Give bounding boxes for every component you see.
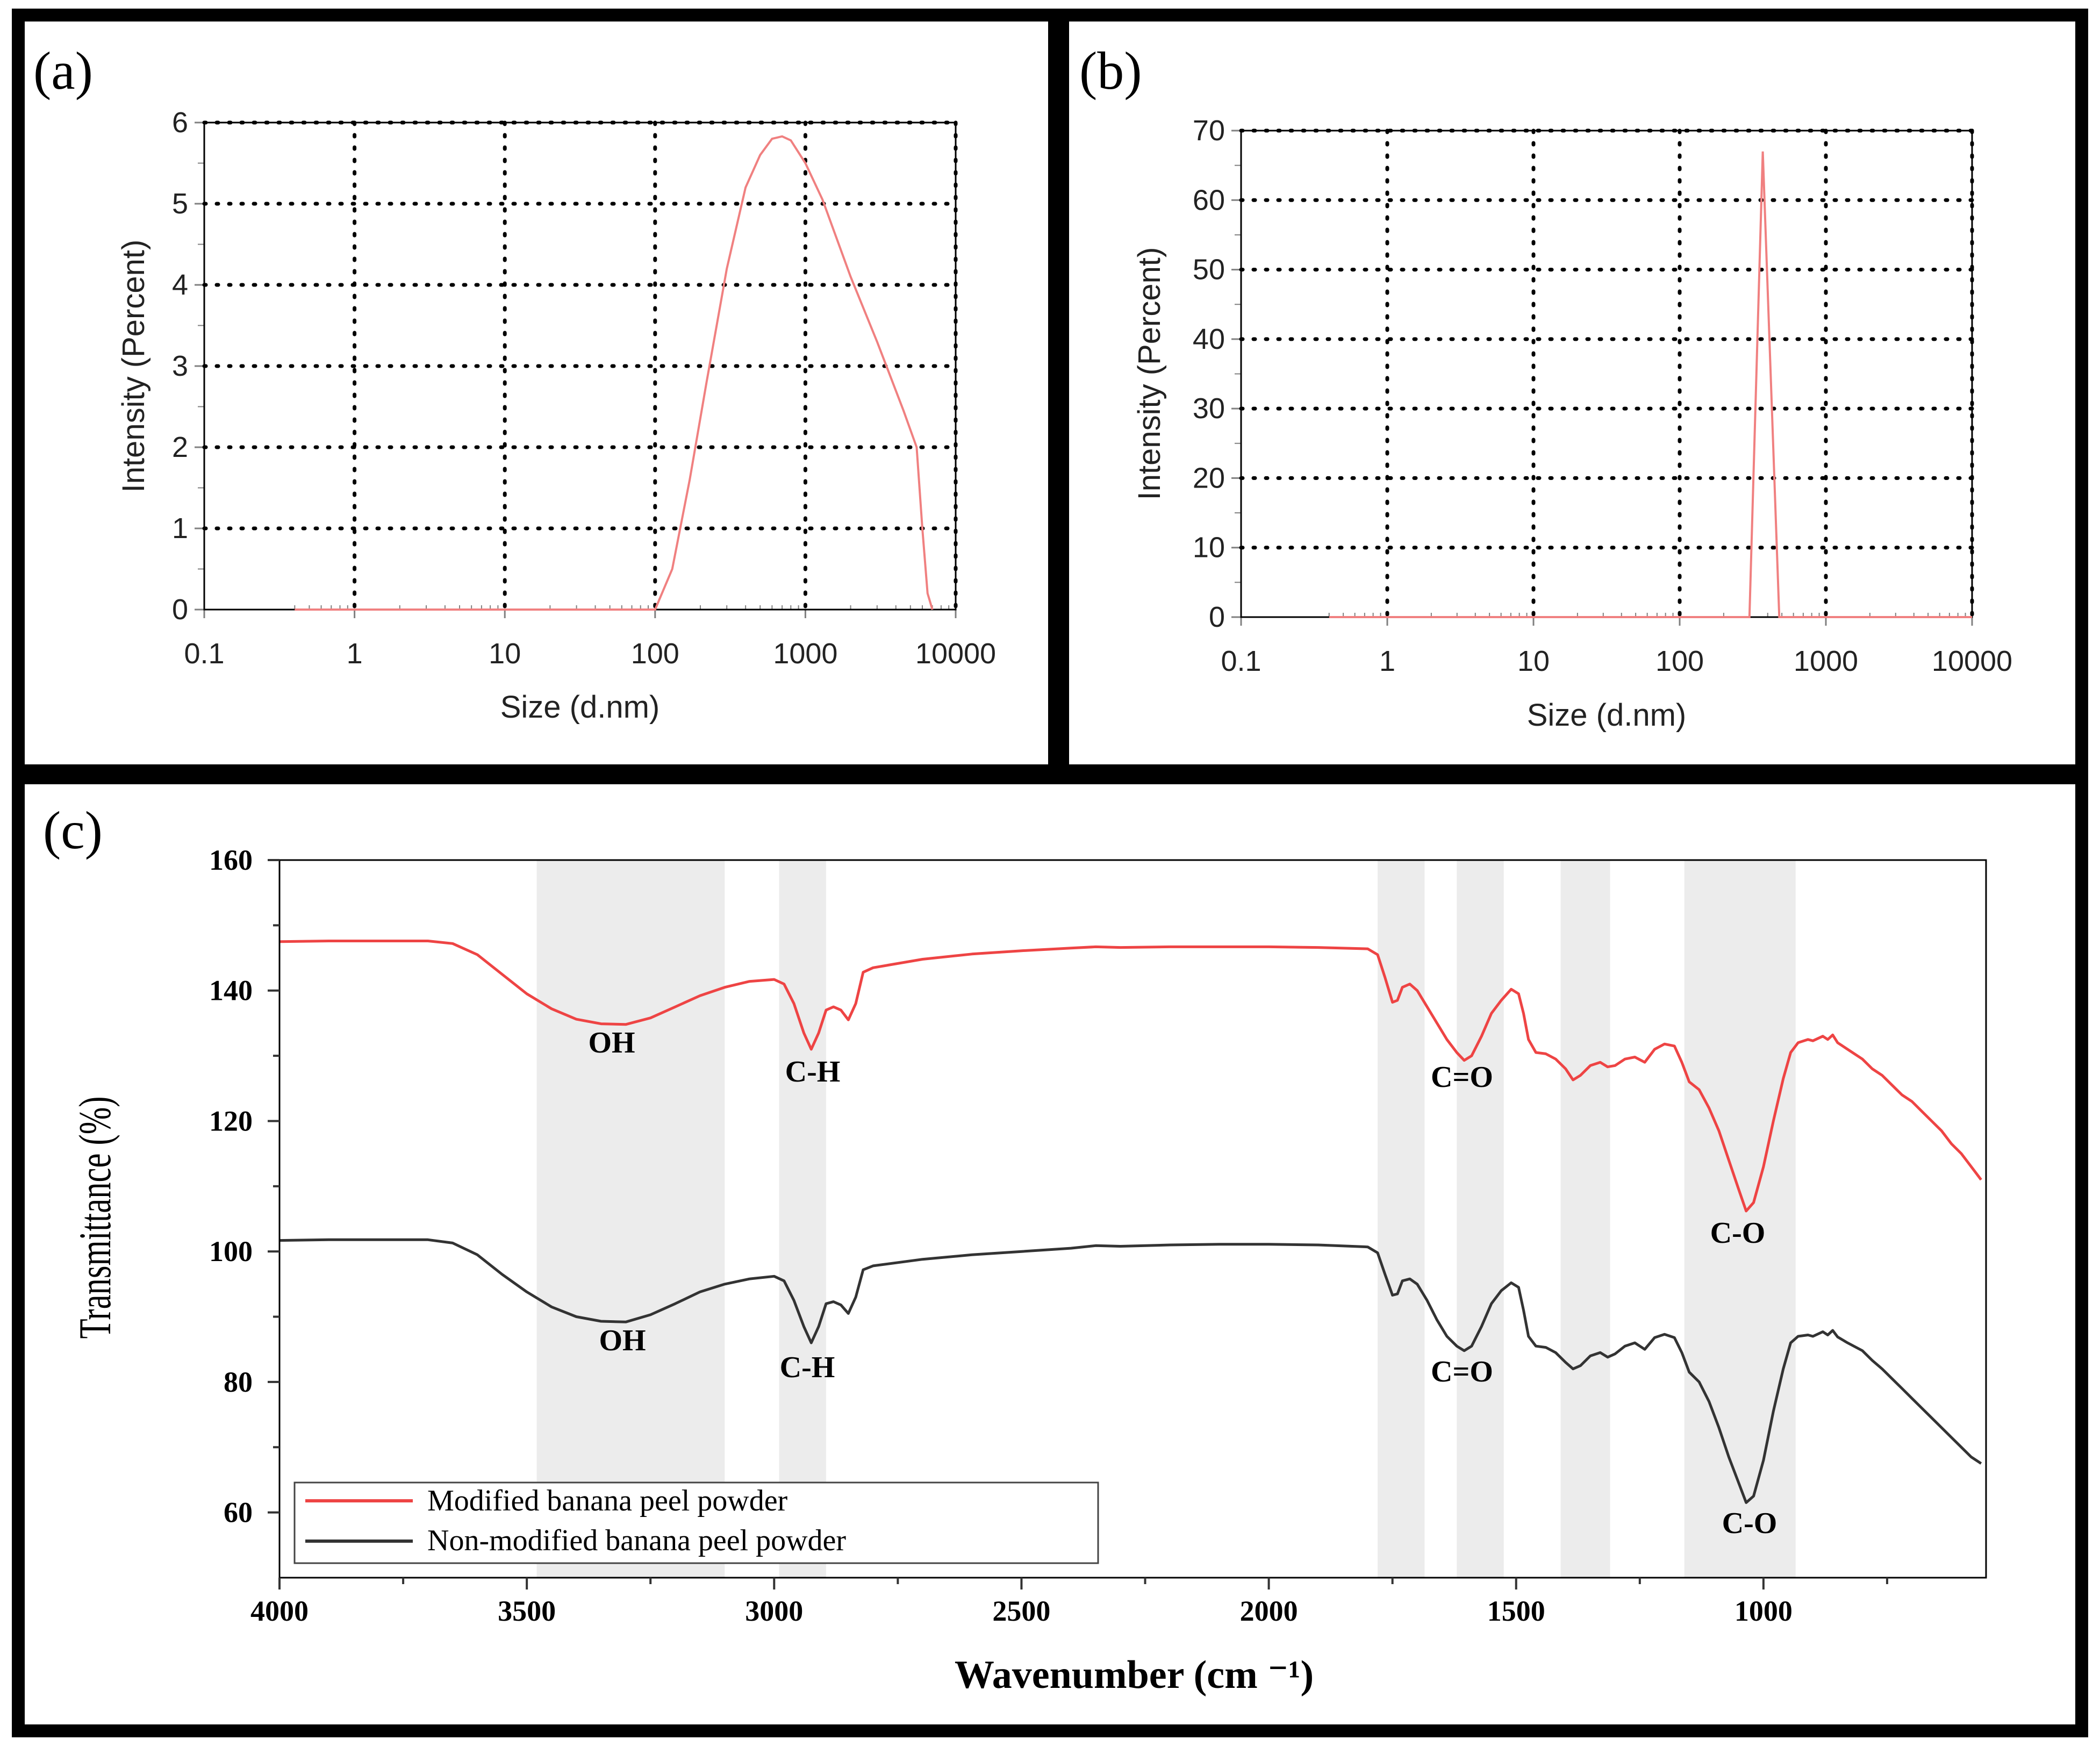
chart-c-legend: Modified banana peel powder Non-modified… (293, 1481, 1099, 1564)
b-y-tick-label: 20 (1193, 462, 1225, 494)
legend-label-modified: Modified banana peel powder (427, 1484, 788, 1517)
chart-c-y-tick-label: 100 (209, 1235, 253, 1268)
chart-c-shaded-band (1684, 860, 1796, 1578)
a-x-tick-label: 10 (489, 638, 521, 670)
chart-b-series-line (1329, 151, 1972, 618)
chart-b: 0.1 1 10 100 1000 10000 0 10 20 30 40 50 60 70 Size … (1132, 114, 2012, 733)
peak-label-ch-non-modified: C-H (780, 1351, 835, 1384)
chart-c-x-tick-label: 1000 (1735, 1595, 1793, 1627)
a-x-tick-label: 0.1 (184, 638, 224, 670)
chart-a-y-axis-label: Intensity (Percent) (116, 240, 151, 493)
b-y-tick-label: 50 (1193, 254, 1225, 286)
chart-c-series-modified (279, 940, 1982, 1213)
b-y-tick-label: 60 (1193, 184, 1225, 216)
b-x-tick-label: 1 (1379, 645, 1395, 677)
chart-b-plot-area (1240, 130, 1973, 618)
peak-label-co-single-modified: C-O (1710, 1216, 1766, 1250)
a-x-tick-label: 10000 (915, 638, 996, 670)
peak-label-oh-non-modified: OH (599, 1324, 646, 1357)
chart-c: 4000 3500 3000 2500 2000 1500 1000 60 80 100 120 1… (69, 844, 1987, 1697)
chart-c-x-tick-label: 2000 (1240, 1595, 1298, 1627)
chart-a-series-line (295, 135, 934, 611)
panel-b-label: (b) (1079, 41, 1142, 101)
b-y-tick-label: 30 (1193, 392, 1225, 425)
panel-a-label: (a) (33, 41, 93, 101)
chart-a: 0.1 1 10 100 1000 10000 0 1 2 3 4 5 6 Size (d.nm) I… (116, 106, 996, 725)
chart-c-y-tick-label: 120 (209, 1105, 253, 1137)
chart-b-x-axis-label: Size (d.nm) (1527, 698, 1687, 733)
chart-c-series-non-modified (279, 1238, 1982, 1504)
chart-c-shaded-band (779, 860, 826, 1578)
peak-label-co-single-non-modified: C-O (1722, 1507, 1778, 1540)
b-x-tick-label: 10 (1517, 645, 1550, 677)
chart-c-x-tick-label: 3000 (745, 1595, 803, 1627)
legend-label-non-modified: Non-modified banana peel powder (427, 1524, 846, 1557)
chart-c-shaded-band (536, 860, 725, 1578)
b-y-tick-label: 10 (1193, 532, 1225, 564)
a-x-tick-label: 100 (631, 638, 679, 670)
chart-c-x-axis-label: Wavenumber (cm ⁻¹) (955, 1653, 1314, 1697)
b-x-tick-label: 0.1 (1221, 645, 1261, 677)
chart-c-shaded-band (1378, 860, 1425, 1578)
b-y-tick-label: 70 (1193, 114, 1225, 147)
chart-c-plot-area (278, 859, 1987, 1579)
chart-b-y-axis-label: Intensity (Percent) (1132, 247, 1167, 500)
panel-a-frame (12, 9, 1061, 777)
a-y-tick-label: 5 (172, 188, 188, 220)
peak-label-co-double-modified: C=O (1431, 1061, 1493, 1094)
b-y-tick-label: 40 (1193, 323, 1225, 355)
legend-box (293, 1481, 1099, 1564)
chart-c-shaded-band (1457, 860, 1504, 1578)
a-y-tick-label: 1 (172, 512, 188, 545)
b-y-tick-label: 0 (1209, 601, 1225, 633)
chart-c-x-tick-label: 3500 (498, 1595, 556, 1627)
chart-c-x-tick-label: 2500 (992, 1595, 1050, 1627)
a-y-tick-label: 4 (172, 269, 188, 301)
chart-c-y-tick-label: 160 (209, 844, 253, 876)
a-y-tick-label: 0 (172, 593, 188, 626)
chart-c-y-tick-label: 140 (209, 975, 253, 1007)
panel-c-frame (12, 771, 2088, 1737)
panel-c-label: (c) (43, 800, 103, 860)
peak-label-ch-modified: C-H (785, 1055, 841, 1089)
chart-c-y-tick-label: 60 (224, 1497, 253, 1529)
chart-c-y-axis-label: Transmittance (%) (69, 1097, 120, 1339)
chart-c-shaded-band (1560, 860, 1610, 1578)
a-x-tick-label: 1 (347, 638, 363, 670)
b-x-tick-label: 10000 (1932, 645, 2012, 677)
chart-c-x-tick-label: 4000 (250, 1595, 309, 1627)
chart-c-x-tick-label: 1500 (1487, 1595, 1545, 1627)
panel-b-frame (1056, 9, 2088, 777)
a-y-tick-label: 6 (172, 106, 188, 139)
a-y-tick-label: 3 (172, 350, 188, 382)
a-y-tick-label: 2 (172, 431, 188, 463)
chart-c-y-tick-label: 80 (224, 1366, 253, 1398)
peak-label-co-double-non-modified: C=O (1431, 1355, 1493, 1388)
chart-a-x-axis-label: Size (d.nm) (500, 690, 660, 725)
b-x-tick-label: 1000 (1794, 645, 1858, 677)
b-x-tick-label: 100 (1655, 645, 1704, 677)
peak-label-oh-modified: OH (588, 1026, 635, 1059)
a-x-tick-label: 1000 (773, 638, 837, 670)
